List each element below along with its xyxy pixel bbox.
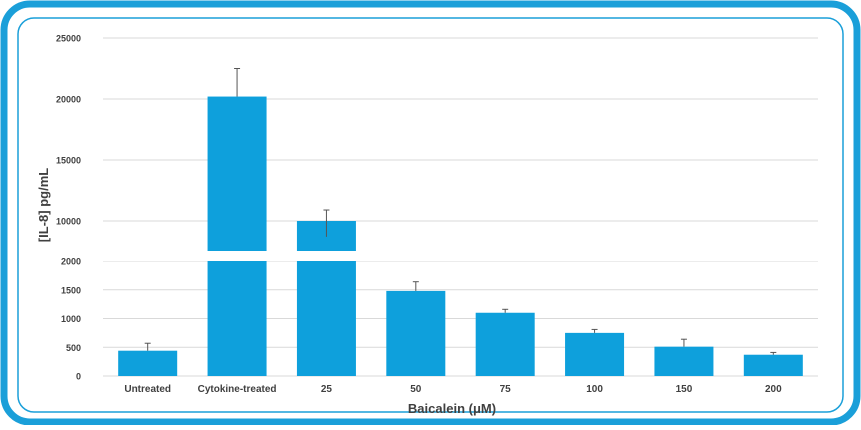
x-tick-label: 75 bbox=[500, 384, 512, 395]
y-tick-label: 25000 bbox=[56, 34, 81, 44]
y-tick-labels: 0 500 1000 1500 2000 10000 15000 20000 25000 bbox=[56, 34, 81, 382]
y-tick-label: 1500 bbox=[61, 285, 81, 295]
bar-lower-segment bbox=[296, 261, 356, 376]
bar bbox=[386, 290, 446, 376]
x-tick-label: 200 bbox=[765, 384, 782, 395]
bar bbox=[475, 312, 535, 376]
axis-break-gap bbox=[103, 251, 818, 261]
y-tick-label: 15000 bbox=[56, 156, 81, 166]
x-tick-label: Untreated bbox=[124, 384, 171, 395]
bar bbox=[743, 354, 803, 376]
x-tick-labels: Untreated Cytokine-treated 25 50 75 100 150 200 bbox=[124, 384, 782, 395]
bar bbox=[565, 332, 625, 376]
y-tick-label: 20000 bbox=[56, 95, 81, 105]
x-tick-label: 50 bbox=[410, 384, 422, 395]
x-tick-label: 100 bbox=[586, 384, 603, 395]
bar-lower-segment bbox=[207, 261, 267, 376]
bar bbox=[654, 346, 714, 376]
x-tick-label: Cytokine-treated bbox=[198, 384, 277, 395]
y-tick-label: 10000 bbox=[56, 217, 81, 227]
x-tick-label: 25 bbox=[321, 384, 333, 395]
y-tick-label: 500 bbox=[66, 343, 81, 353]
y-axis-label: [IL-8] pg/mL bbox=[36, 168, 51, 242]
y-tick-label: 1000 bbox=[61, 314, 81, 324]
x-tick-label: 150 bbox=[676, 384, 693, 395]
bar bbox=[118, 350, 178, 376]
frame-border-inner bbox=[17, 17, 844, 413]
bars-group bbox=[103, 96, 818, 376]
y-tick-label: 2000 bbox=[61, 257, 81, 267]
y-tick-label: 0 bbox=[76, 372, 81, 382]
bar-upper-segment bbox=[207, 96, 267, 251]
error-bars-group bbox=[144, 68, 777, 355]
x-axis-label: Baicalein (μM) bbox=[408, 401, 496, 416]
